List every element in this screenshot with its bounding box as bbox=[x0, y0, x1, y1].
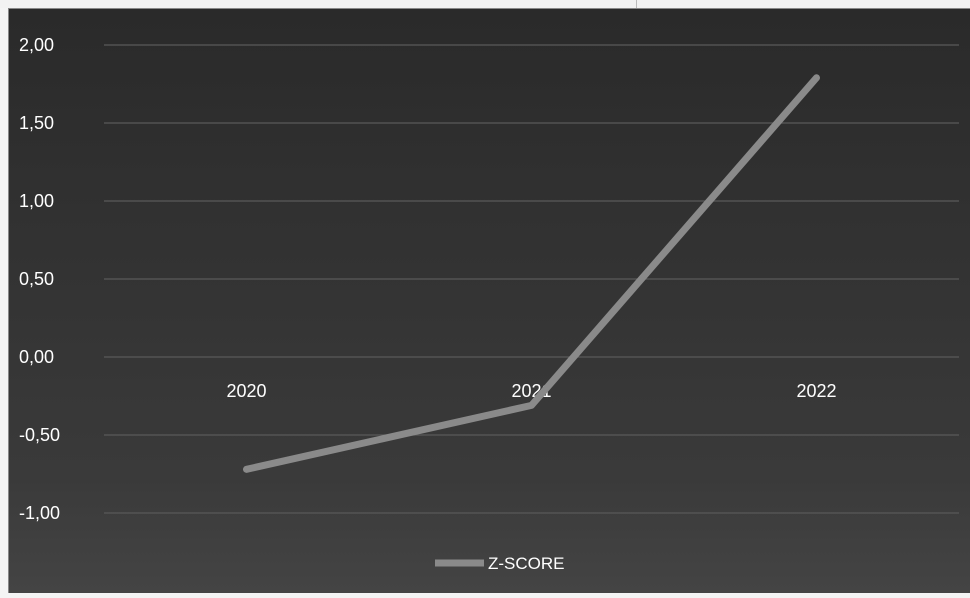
y-tick-label: -1,00 bbox=[19, 503, 60, 523]
y-tick-label: 0,00 bbox=[19, 347, 54, 367]
chart-area: 2,00 1,50 1,00 0,50 0,00 -0,50 -1,00 2020 2021 2… bbox=[8, 8, 970, 593]
data-point bbox=[530, 404, 533, 407]
y-tick-label: 1,50 bbox=[19, 113, 54, 133]
data-point bbox=[245, 468, 248, 471]
data-point bbox=[815, 76, 818, 79]
line-chart: 2,00 1,50 1,00 0,50 0,00 -0,50 -1,00 2020 2021 2… bbox=[19, 35, 959, 573]
legend: Z-SCORE bbox=[435, 554, 565, 573]
top-margin bbox=[0, 0, 970, 8]
y-axis-ticks: 2,00 1,50 1,00 0,50 0,00 -0,50 -1,00 bbox=[19, 35, 60, 523]
y-tick-label: -0,50 bbox=[19, 425, 60, 445]
gridlines bbox=[104, 44, 959, 514]
y-tick-label: 2,00 bbox=[19, 35, 54, 55]
margin-tick bbox=[636, 0, 637, 8]
x-tick-label: 2020 bbox=[226, 381, 266, 401]
series-lines bbox=[243, 74, 820, 473]
x-axis-labels: 2020 2021 2022 bbox=[226, 381, 836, 401]
y-tick-label: 0,50 bbox=[19, 269, 54, 289]
legend-label: Z-SCORE bbox=[488, 554, 565, 573]
y-tick-label: 1,00 bbox=[19, 191, 54, 211]
series-line bbox=[243, 74, 820, 473]
x-tick-label: 2022 bbox=[796, 381, 836, 401]
